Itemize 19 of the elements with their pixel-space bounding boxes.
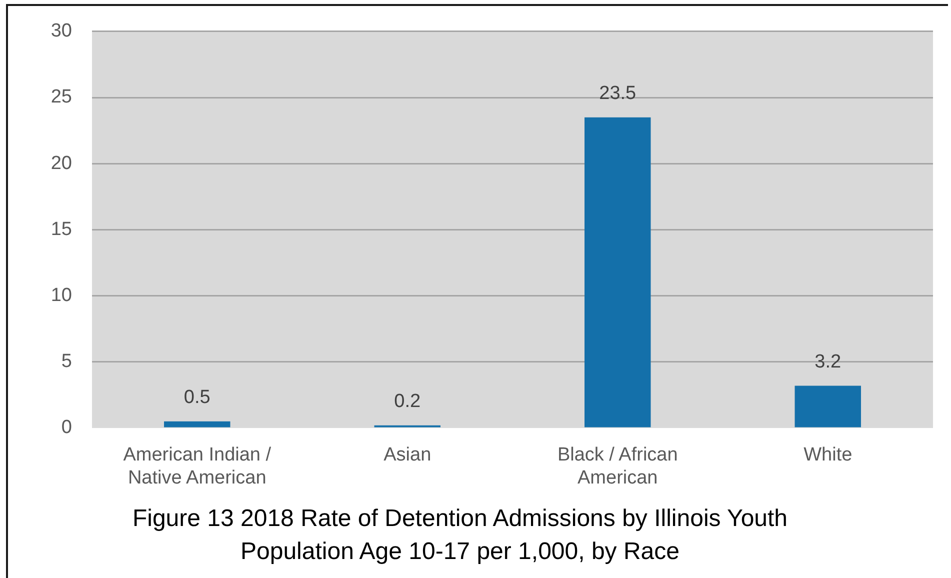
data-label: 3.2 — [814, 351, 842, 372]
y-tick-label: 25 — [50, 86, 72, 108]
y-tick-label: 15 — [50, 218, 72, 240]
y-tick-label: 10 — [50, 285, 72, 306]
x-tick-label: Black / African American — [557, 444, 678, 488]
x-tick-label: American Indian / Native American — [123, 444, 272, 488]
x-tick-label: White — [804, 444, 852, 466]
y-tick-label: 5 — [61, 351, 72, 372]
x-tick-label: Asian — [384, 444, 432, 466]
data-label: 0.5 — [184, 387, 210, 408]
data-label: 0.2 — [394, 391, 421, 412]
y-tick-label: 30 — [50, 20, 72, 42]
y-tick-label: 0 — [61, 417, 72, 438]
y-tick-label: 20 — [50, 152, 72, 174]
bar — [164, 421, 230, 428]
bar — [794, 386, 861, 428]
bar — [584, 117, 651, 428]
text: Figure 13 2018 Rate of Detention Admissions by Illinois Youth Population Age 10-17 per 1,000, by Race — [131, 504, 789, 567]
data-label: 23.5 — [599, 83, 636, 104]
